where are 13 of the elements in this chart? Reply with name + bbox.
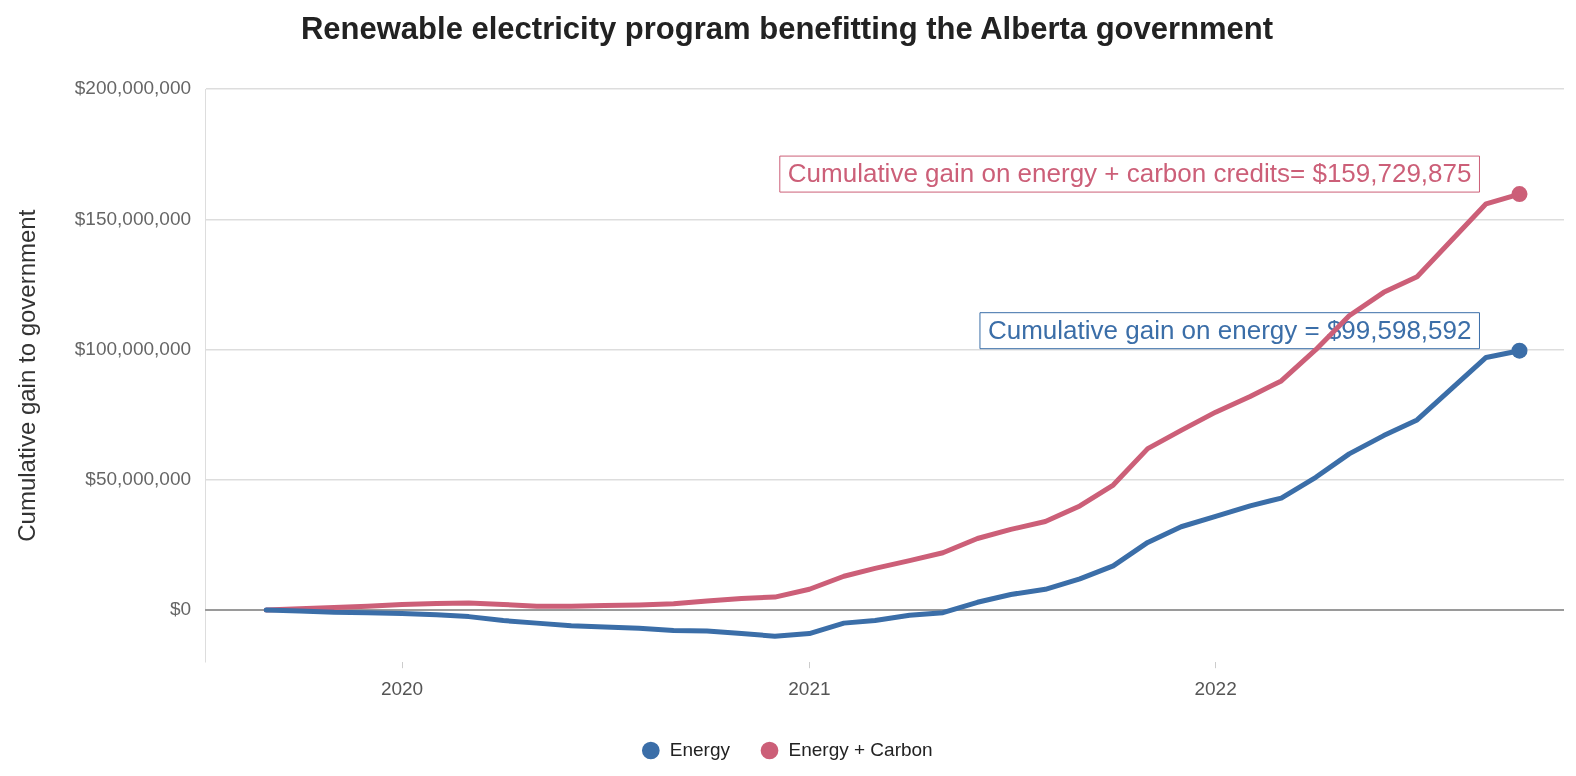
x-tick-label: 2020 [380, 677, 424, 699]
y-tick-label: $200,000,000 [74, 77, 192, 99]
annotation: Cumulative gain on energy + carbon credits= $159,729,875 [787, 158, 1472, 189]
chart-title: Renewable electricity program benefitting the Alberta government [300, 11, 1274, 47]
x-tick-label: 2022 [1194, 677, 1237, 699]
y-axis-title: Cumulative gain to government [13, 209, 41, 542]
y-tick-label: $0 [169, 598, 192, 620]
legend-label: Energy [669, 738, 731, 760]
x-tick-label: 2021 [788, 677, 831, 699]
y-tick-label: $100,000,000 [74, 337, 192, 359]
legend-label: Energy + Carbon [788, 738, 933, 760]
y-tick-label: $150,000,000 [74, 207, 192, 229]
y-tick-label: $50,000,000 [85, 468, 192, 490]
